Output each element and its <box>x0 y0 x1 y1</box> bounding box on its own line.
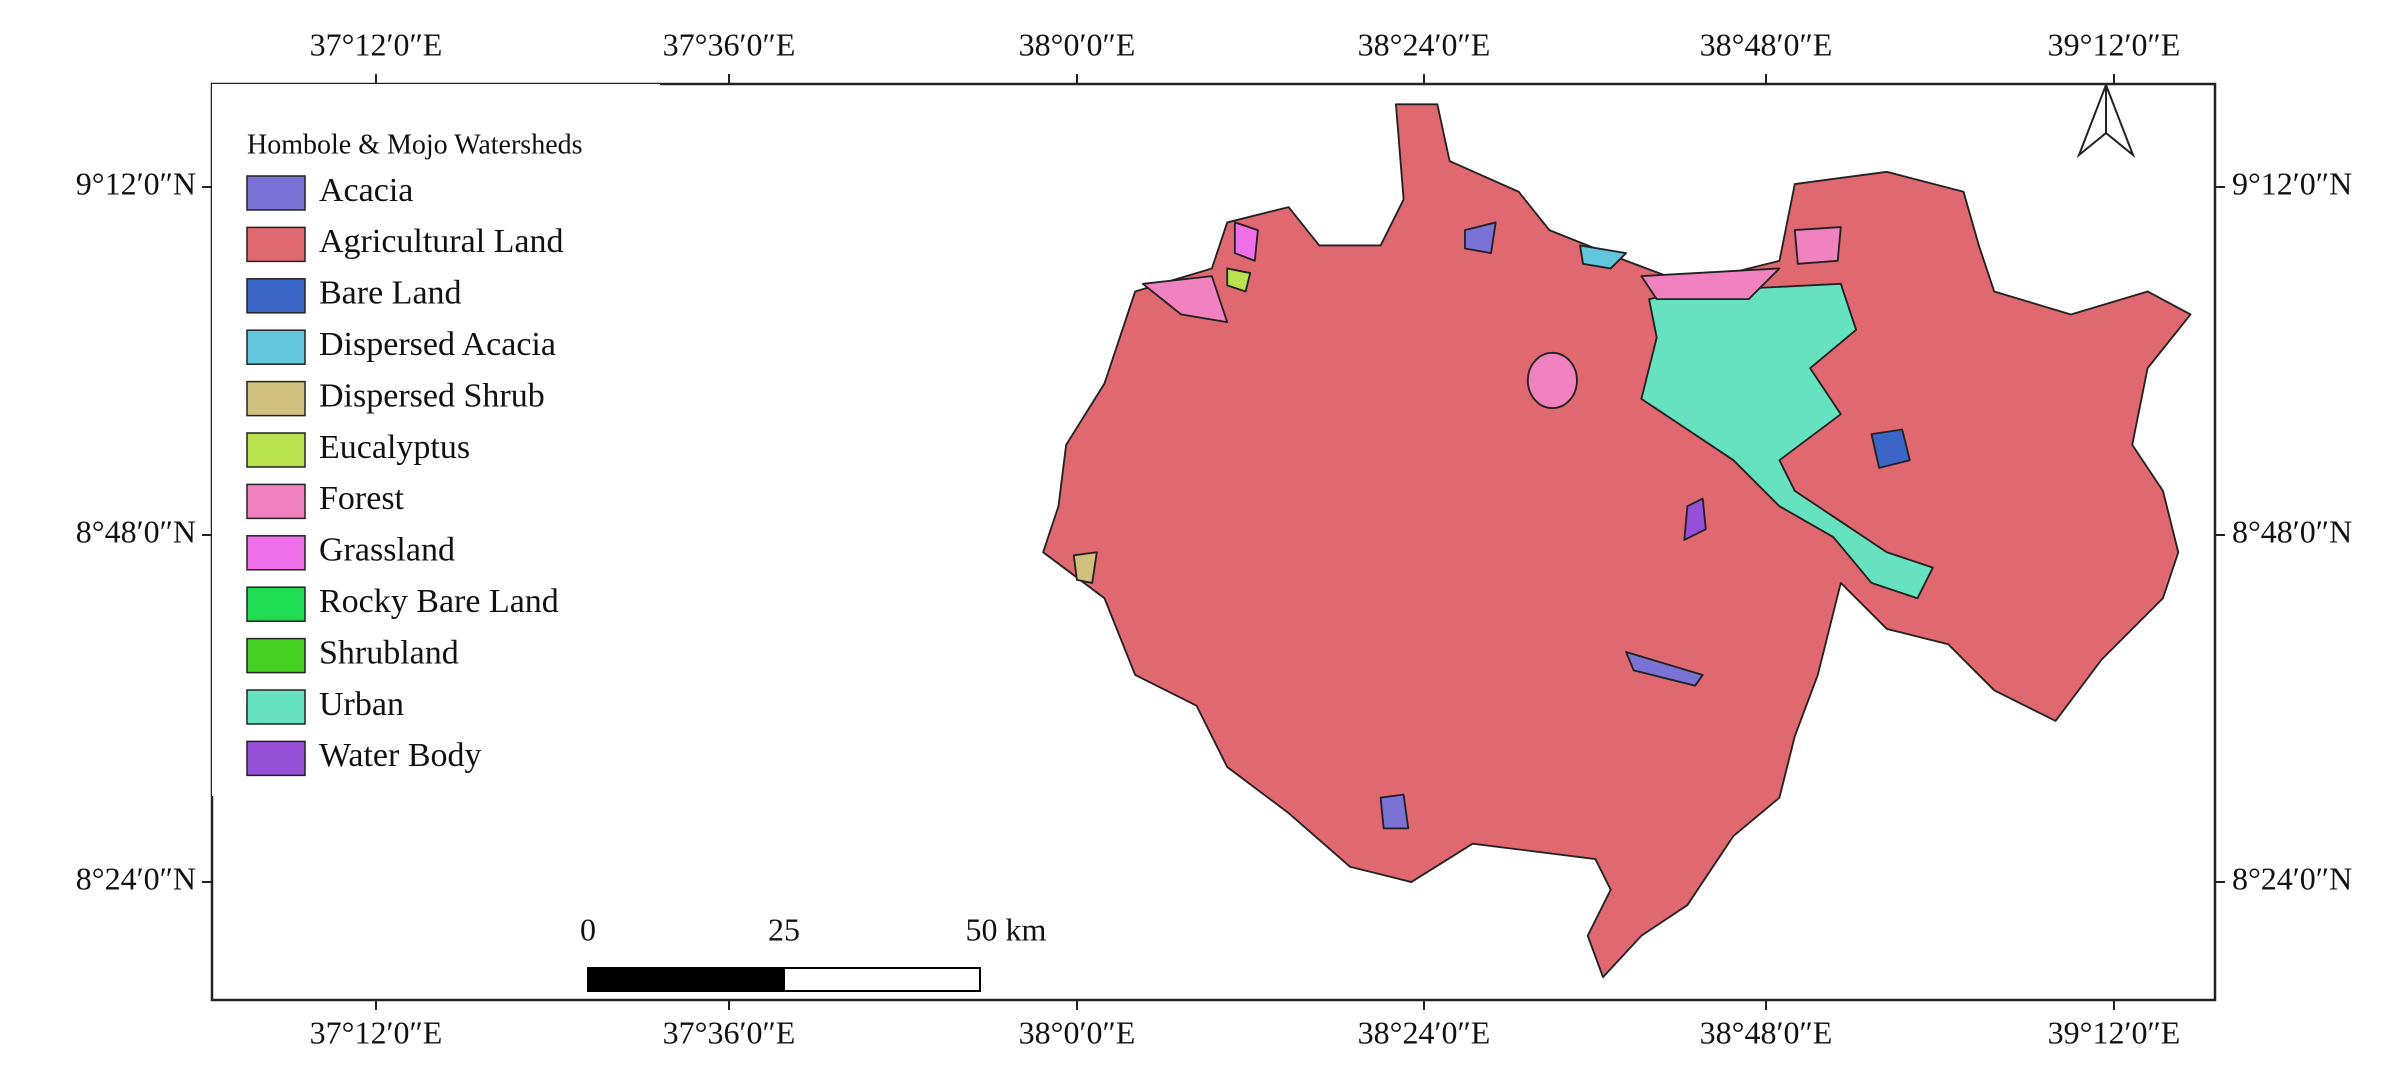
forest-patch <box>1526 351 1578 409</box>
legend-swatch <box>246 329 306 365</box>
legend-label: Eucalyptus <box>319 429 470 466</box>
legend-label: Acacia <box>319 172 413 209</box>
legend-label: Agricultural Land <box>319 223 564 260</box>
scale-bar-labels: 0 25 50 km <box>580 911 1047 947</box>
legend: Acacia Agricultural Land Bare Land Disperse… <box>246 172 564 777</box>
scale-label: 50 km <box>966 911 1047 947</box>
lon-label-bottom: 38°0′0″E <box>1019 1014 1136 1050</box>
legend-swatch <box>246 380 306 417</box>
legend-label: Forest <box>319 480 405 517</box>
legend-swatch <box>246 175 306 211</box>
eucalyptus-patch <box>1226 267 1252 293</box>
lat-label-right: 9°12′0″N <box>2232 165 2352 201</box>
urban-patch <box>1640 282 1934 600</box>
scale-bar-white <box>783 967 981 992</box>
acacia-patch <box>1464 221 1497 255</box>
acacia-patch <box>1379 793 1410 830</box>
water-patch <box>1683 497 1707 541</box>
legend-label: Dispersed Acacia <box>319 326 556 363</box>
scale-label: 25 <box>768 911 800 947</box>
legend-swatch <box>246 483 306 520</box>
legend-label: Bare Land <box>319 275 462 312</box>
legend-swatch <box>246 689 306 725</box>
lon-label-top: 38°48′0″E <box>1700 26 1833 62</box>
legend-label: Shrubland <box>319 634 459 671</box>
legend-title: Hombole & Mojo Watersheds <box>247 129 583 160</box>
lon-label-bottom: 38°24′0″E <box>1358 1014 1491 1050</box>
legend-swatch <box>246 740 306 777</box>
legend-label: Urban <box>319 686 404 723</box>
forest-patch <box>1640 267 1781 301</box>
lon-label-bottom: 38°48′0″E <box>1700 1014 1833 1050</box>
dispersed-shrub-patch <box>1072 551 1098 584</box>
legend-label: Grassland <box>319 532 455 569</box>
north-arrow-right <box>2076 84 2107 159</box>
lat-label-left: 8°24′0″N <box>76 860 196 896</box>
watershed-area <box>1042 103 2192 979</box>
lat-label-right: 8°24′0″N <box>2232 860 2352 896</box>
watershed-map <box>1042 103 2192 979</box>
legend-label: Rocky Bare Land <box>319 583 559 620</box>
legend-swatch <box>246 535 306 571</box>
lon-label-bottom: 37°36′0″E <box>663 1014 796 1050</box>
forest-patch <box>1141 275 1229 324</box>
lat-label-left: 9°12′0″N <box>76 165 196 201</box>
lon-label-top: 38°24′0″E <box>1358 26 1491 62</box>
legend-swatch <box>246 278 306 314</box>
lon-label-top: 37°36′0″E <box>663 26 796 62</box>
graticule-labels: 37°12′0″E 37°12′0″E 37°36′0″E 37°36′0″E 38°0… <box>76 26 2352 1050</box>
acacia-patch <box>1625 651 1704 687</box>
legend-swatch <box>246 586 306 622</box>
dispersed-acacia-patch <box>1579 244 1627 270</box>
scale-bar-black <box>587 967 785 992</box>
forest-patch <box>1793 226 1842 265</box>
legend-label: Water Body <box>319 737 482 774</box>
lon-label-bottom: 37°12′0″E <box>310 1014 443 1050</box>
legend-swatch <box>246 226 306 263</box>
scale-label: 0 <box>580 911 596 947</box>
bare-patch <box>1870 428 1911 469</box>
lon-label-top: 38°0′0″E <box>1019 26 1136 62</box>
lon-label-bottom: 39°12′0″E <box>2048 1014 2181 1050</box>
lon-label-top: 37°12′0″E <box>310 26 443 62</box>
lat-label-left: 8°48′0″N <box>76 513 196 549</box>
grassland-patch <box>1233 221 1259 262</box>
lon-label-top: 39°12′0″E <box>2048 26 2181 62</box>
legend-swatch <box>246 637 306 674</box>
lat-label-right: 8°48′0″N <box>2232 513 2352 549</box>
legend-swatch <box>246 432 306 468</box>
legend-label: Dispersed Shrub <box>319 377 545 414</box>
